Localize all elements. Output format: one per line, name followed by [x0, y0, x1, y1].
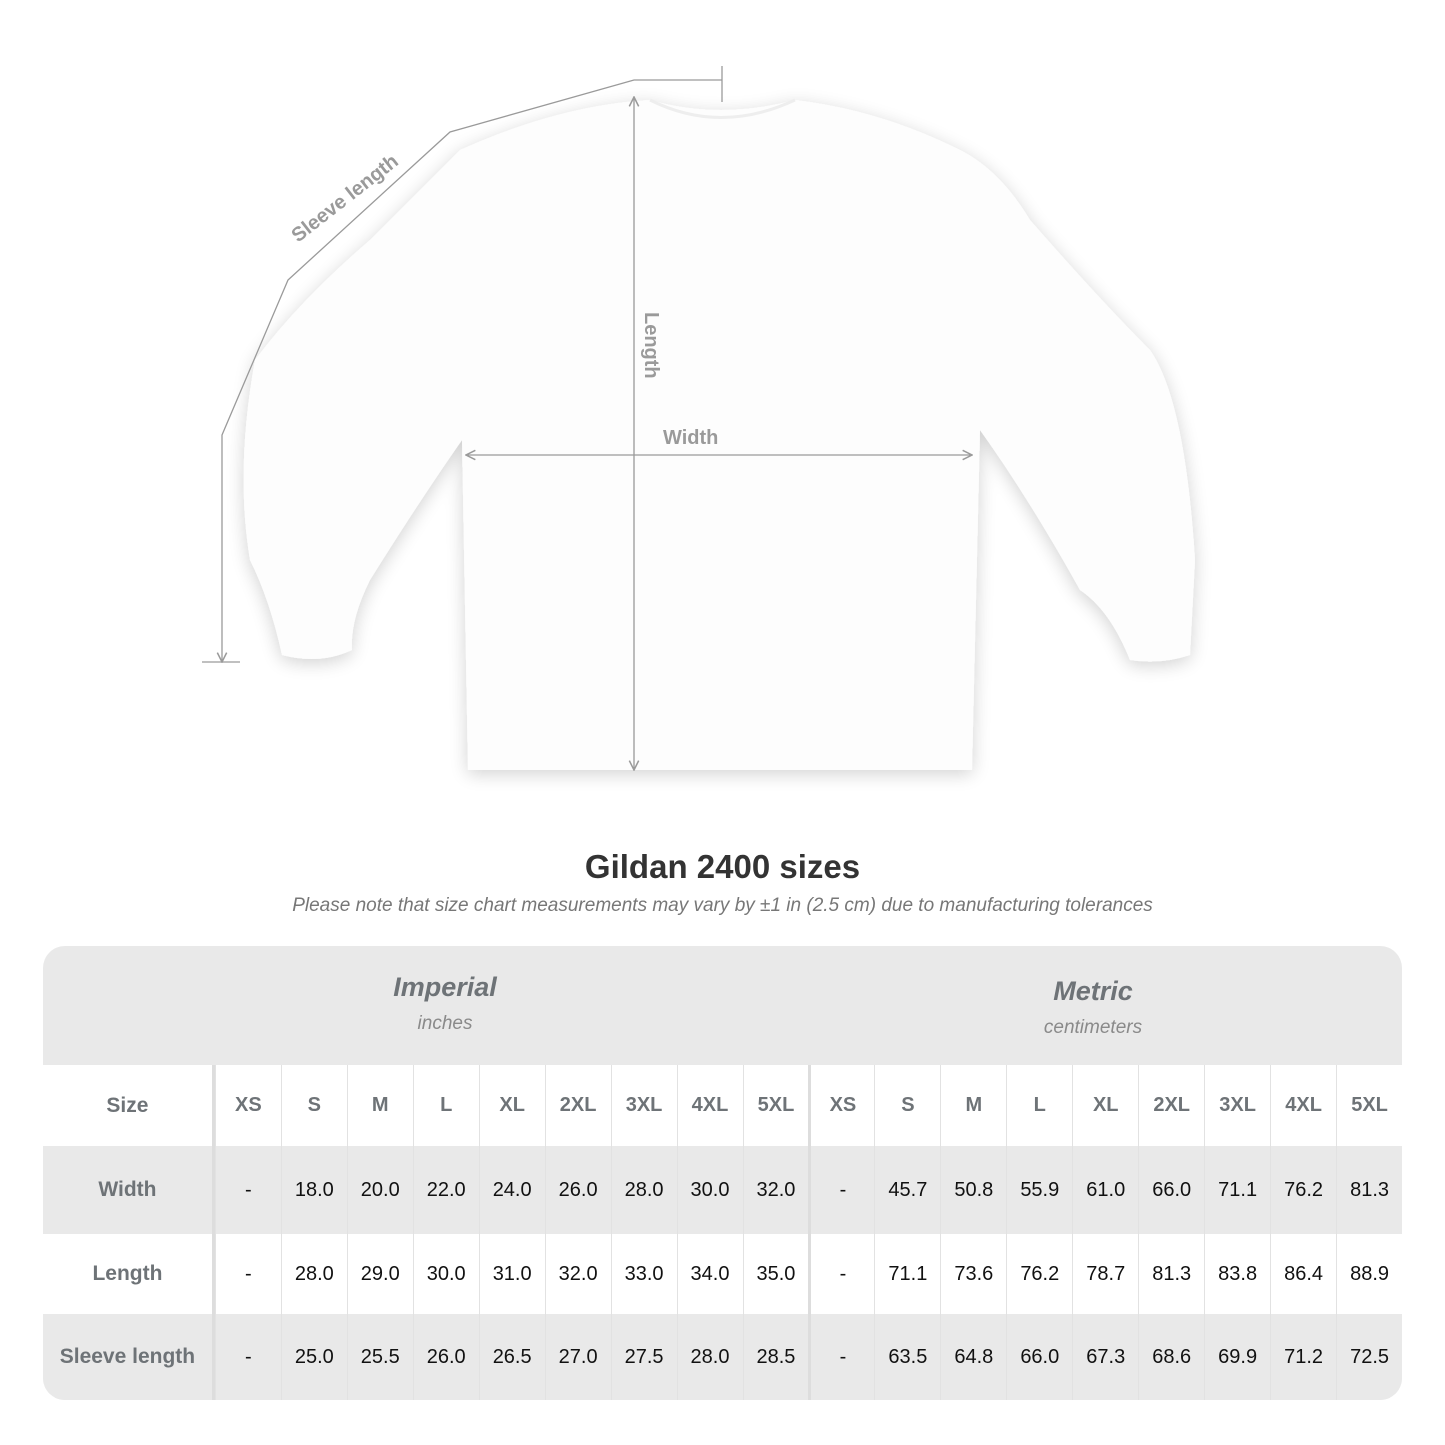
table-row: Width -18.0 20.0 22.0 24.0 26.0 28.0 30.0 32.0-4… [43, 1146, 1402, 1234]
table-cell: 50.8 [940, 1146, 1006, 1234]
table-cell: 71.2 [1270, 1314, 1336, 1400]
table-cell: 66.0 [1006, 1314, 1072, 1400]
table-cell: 81.3 [1336, 1146, 1402, 1234]
table-cell: 28.0 [610, 1146, 677, 1234]
table-cell: 66.0 [1138, 1146, 1204, 1234]
table-cell: - [808, 1146, 874, 1234]
table-cell: 32.0 [544, 1234, 611, 1314]
table-cell: 25.0 [280, 1314, 347, 1400]
size-header-metric: L [1006, 1065, 1072, 1146]
shirt-diagram: Sleeve length Length Width [202, 66, 1196, 820]
size-header-metric: XL [1072, 1065, 1138, 1146]
table-cell: 71.1 [1204, 1146, 1270, 1234]
table-cell: 20.0 [346, 1146, 413, 1234]
table-cell: 61.0 [1072, 1146, 1138, 1234]
size-grid: Size XS S M L XL 2XL 3XL 4XL 5XL XS S M L XL 2XL 3XL 4XL 5… [43, 1065, 1402, 1400]
table-cell: 22.0 [412, 1146, 479, 1234]
table-cell: - [808, 1314, 874, 1400]
table-cell: - [214, 1146, 281, 1234]
sleeve-length-measure [202, 66, 723, 662]
size-header-imperial: 2XL [544, 1065, 611, 1146]
table-cell: 81.3 [1138, 1234, 1204, 1314]
row-label: Width [43, 1146, 215, 1234]
size-header-imperial: XS [214, 1065, 281, 1146]
table-header-row: Size XS S M L XL 2XL 3XL 4XL 5XL XS S M L XL 2XL 3XL 4XL 5… [43, 1065, 1402, 1146]
table-cell: 76.2 [1270, 1146, 1336, 1234]
table-cell: 30.0 [676, 1146, 743, 1234]
size-header-imperial: M [346, 1065, 413, 1146]
table-cell: 31.0 [478, 1234, 545, 1314]
size-header-imperial: 5XL [742, 1065, 809, 1146]
table-cell: 55.9 [1006, 1146, 1072, 1234]
table-cell: 86.4 [1270, 1234, 1336, 1314]
table-cell: 28.5 [742, 1314, 809, 1400]
table-cell: 30.0 [412, 1234, 479, 1314]
table-cell: 28.0 [676, 1314, 743, 1400]
size-header-metric: XS [808, 1065, 874, 1146]
table-cell: 69.9 [1204, 1314, 1270, 1400]
size-header-imperial: 3XL [610, 1065, 677, 1146]
page-title: Gildan 2400 sizes [584, 848, 861, 885]
table-cell: 33.0 [610, 1234, 677, 1314]
table-row: Length -28.0 29.0 30.0 31.0 32.0 33.0 34.0 35.0-… [43, 1234, 1402, 1314]
table-cell: 29.0 [346, 1234, 413, 1314]
table-cell: - [214, 1314, 281, 1400]
shirt-shape [243, 100, 1196, 770]
table-cell: 73.6 [940, 1234, 1006, 1314]
table-cell: 63.5 [874, 1314, 940, 1400]
table-cell: 88.9 [1336, 1234, 1402, 1314]
table-cell: 35.0 [742, 1234, 809, 1314]
table-cell: 64.8 [940, 1314, 1006, 1400]
table-cell: 26.0 [544, 1146, 611, 1234]
table-cell: 27.5 [610, 1314, 677, 1400]
imperial-title: Imperial [393, 972, 497, 1002]
size-header-metric: 3XL [1204, 1065, 1270, 1146]
size-header-metric: M [940, 1065, 1006, 1146]
metric-title: Metric [1053, 976, 1133, 1006]
table-cell: 26.5 [478, 1314, 545, 1400]
table-cell: - [214, 1234, 281, 1314]
table-cell: 76.2 [1006, 1234, 1072, 1314]
collar [649, 98, 796, 119]
table-cell: 72.5 [1336, 1314, 1402, 1400]
row-label: Sleeve length [43, 1314, 215, 1400]
metric-header: Metric centimeters [808, 946, 1378, 1093]
table-cell: 34.0 [676, 1234, 743, 1314]
table-cell: 24.0 [478, 1146, 545, 1234]
table-cell: 18.0 [280, 1146, 347, 1234]
size-header-metric: 4XL [1270, 1065, 1336, 1146]
table-cell: 25.5 [346, 1314, 413, 1400]
size-header-metric: S [874, 1065, 940, 1146]
table-cell: 71.1 [874, 1234, 940, 1314]
table-cell: 67.3 [1072, 1314, 1138, 1400]
table-cell: 27.0 [544, 1314, 611, 1400]
table-cell: 45.7 [874, 1146, 940, 1234]
size-header-imperial: XL [478, 1065, 545, 1146]
table-cell: 32.0 [742, 1146, 809, 1234]
size-header-imperial: L [412, 1065, 479, 1146]
table-row: Sleeve length -25.0 25.5 26.0 26.5 27.0 27.5 28… [43, 1314, 1402, 1400]
width-label: Width [663, 427, 718, 449]
size-header-metric: 2XL [1138, 1065, 1204, 1146]
size-table: Imperial inches Metric centimeters Size X… [43, 946, 1402, 1400]
imperial-header: Imperial inches [215, 946, 675, 1089]
metric-unit: centimeters [1043, 1017, 1143, 1038]
size-header-metric: 5XL [1336, 1065, 1402, 1146]
length-label: Length [640, 312, 662, 379]
size-label: Size [43, 1065, 215, 1146]
size-header-imperial: 4XL [676, 1065, 743, 1146]
table-cell: 78.7 [1072, 1234, 1138, 1314]
table-cell: 28.0 [280, 1234, 347, 1314]
table-cell: 68.6 [1138, 1314, 1204, 1400]
tolerance-note: Please note that size chart measurements… [292, 895, 1153, 916]
table-cell: - [808, 1234, 874, 1314]
table-cell: 26.0 [412, 1314, 479, 1400]
row-label: Length [43, 1234, 215, 1314]
size-header-imperial: S [280, 1065, 347, 1146]
table-cell: 83.8 [1204, 1234, 1270, 1314]
imperial-unit: inches [417, 1013, 473, 1034]
